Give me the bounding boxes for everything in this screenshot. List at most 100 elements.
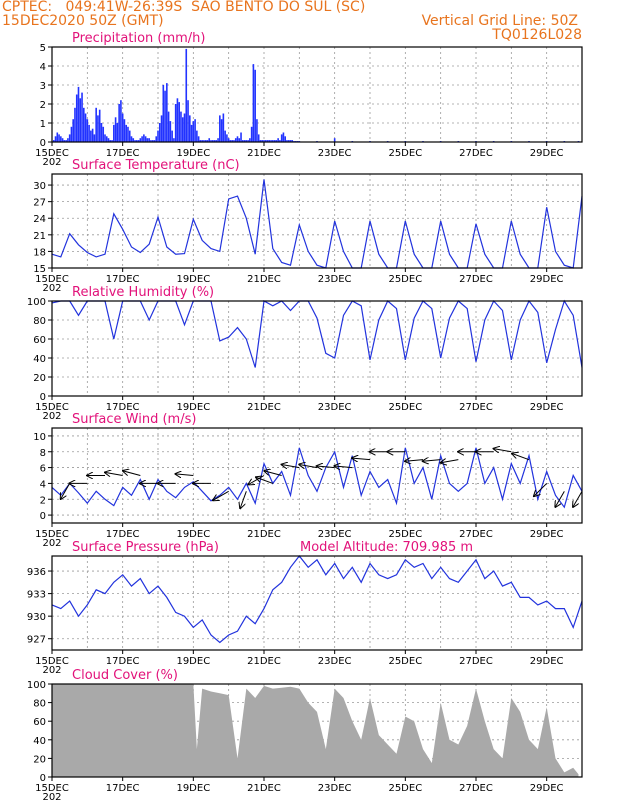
- wind-xtick-label: 17DEC: [106, 529, 140, 540]
- wind-ytick-label: 10: [33, 432, 46, 443]
- pressure-frame: [51, 555, 583, 651]
- wind-xtick-label: 29DEC: [530, 529, 564, 540]
- wind-xtick-label: 15DEC: [35, 529, 69, 540]
- precip-bar: [247, 140, 249, 142]
- wind-arrow: [534, 483, 548, 496]
- precip-bar: [213, 140, 216, 142]
- wind-arrow: [423, 460, 441, 462]
- precip-xtick-label: 19DEC: [176, 148, 210, 159]
- precip-bar: [171, 130, 173, 142]
- pressure-series-line: [51, 555, 583, 644]
- precip-bar: [180, 111, 182, 142]
- precip-bar: [174, 104, 177, 142]
- cloud-ytick-label: 80: [33, 699, 46, 710]
- precip-bar: [231, 140, 233, 142]
- precip-bar: [100, 123, 103, 142]
- precip-bar: [127, 126, 129, 142]
- precip-bar: [56, 132, 59, 142]
- wind-arrow: [256, 477, 274, 484]
- humidity-xtick-label: 25DEC: [388, 402, 422, 413]
- wind-arrow: [512, 454, 530, 461]
- precip-bar: [74, 107, 76, 142]
- precip-bar: [86, 119, 89, 142]
- precip-bar: [97, 115, 99, 142]
- temperature-xtick-label: 15DEC: [35, 274, 69, 285]
- humidity-title: Relative Humidity (%): [72, 285, 214, 300]
- precip-bar: [77, 86, 80, 142]
- precip-bar: [222, 113, 225, 142]
- wind-arrow: [123, 471, 141, 476]
- wind-arrow: [240, 491, 247, 508]
- cloud-area: [52, 684, 579, 777]
- precip-bar: [164, 90, 166, 142]
- wind-xtick-label: 23DEC: [318, 529, 352, 540]
- precip-bar: [219, 115, 221, 142]
- precip-ytick-label: 4: [40, 62, 46, 73]
- precip-bar: [270, 140, 272, 142]
- wind-ytick-label: 4: [40, 479, 46, 490]
- precip-bar: [266, 140, 269, 142]
- precip-bar: [263, 140, 265, 142]
- precip-bar: [286, 140, 288, 142]
- precip-bar: [220, 119, 223, 142]
- precip-xtick-label: 27DEC: [459, 148, 493, 159]
- precip-bar: [67, 138, 69, 142]
- humidity-xtick-label: 27DEC: [459, 402, 493, 413]
- cloud-xtick-label: 29DEC: [530, 783, 564, 794]
- precip-bar: [81, 92, 83, 142]
- humidity-series-line: [51, 299, 583, 368]
- cloud-ytick-label: 20: [33, 754, 46, 765]
- precip-bar: [249, 138, 251, 142]
- header-model-id: TQ0126L028: [492, 27, 582, 43]
- precip-bar: [102, 126, 105, 142]
- wind-ytick-label: 6: [40, 464, 46, 475]
- precip-bar: [242, 140, 244, 142]
- precip-bar: [252, 64, 255, 142]
- precip-bar: [160, 115, 163, 142]
- cloud-ytick-label: 60: [33, 717, 46, 728]
- precip-bar: [243, 140, 246, 142]
- precip-bar: [275, 140, 278, 142]
- pressure-xtick-label: 15DEC: [35, 656, 69, 667]
- precip-bar: [277, 138, 279, 142]
- precip-xtick-label: 17DEC: [106, 148, 140, 159]
- precip-bar: [259, 140, 262, 142]
- humidity-panel: Relative Humidity (%) 0 20 40 60 80 100 15DEC 17…: [27, 285, 583, 422]
- precip-bar: [63, 140, 66, 142]
- wind-xtick-label: 25DEC: [388, 529, 422, 540]
- precip-ytick-label: 5: [40, 43, 46, 54]
- humidity-xtick-label: 21DEC: [247, 402, 281, 413]
- pressure-year-stub: 202: [42, 665, 61, 676]
- precip-panel: Precipitation (mm/h) 0 1 2 3 4 5 15DEC 17DEC 19DE…: [35, 31, 583, 168]
- wind-xtick-label: 21DEC: [247, 529, 281, 540]
- precip-bar: [204, 140, 207, 142]
- precip-bar: [236, 136, 239, 142]
- precip-bar: [104, 134, 106, 142]
- precip-bar: [72, 119, 74, 142]
- precip-xtick-label: 29DEC: [530, 148, 564, 159]
- precip-bar: [146, 138, 149, 142]
- precip-bar: [123, 119, 126, 142]
- precip-bar: [189, 115, 191, 142]
- precip-bar: [245, 140, 248, 142]
- temperature-xtick-label: 27DEC: [459, 274, 493, 285]
- precip-xtick-label: 23DEC: [318, 148, 352, 159]
- cloud-xtick-label: 21DEC: [247, 783, 281, 794]
- precip-bar: [211, 140, 214, 142]
- temperature-xtick-label: 29DEC: [530, 274, 564, 285]
- precip-bar: [132, 138, 135, 142]
- pressure-xtick-label: 29DEC: [530, 656, 564, 667]
- temperature-frame: [51, 173, 583, 269]
- precip-bar: [256, 119, 258, 142]
- precip-bar: [125, 124, 127, 142]
- header-station: CPTEC: 049:41W-26:39S SAO BENTO DO SUL (…: [2, 0, 366, 15]
- precip-bar: [176, 98, 179, 142]
- wind-frame: [51, 427, 583, 524]
- temperature-panel: Surface Temperature (nC) 15 18 21 24 27 30 15DE…: [33, 158, 583, 294]
- precip-bar: [169, 121, 172, 142]
- wind-ytick-label: 2: [40, 495, 46, 506]
- precip-bar: [121, 113, 124, 142]
- precip-bar: [279, 140, 281, 142]
- humidity-ytick-label: 80: [33, 316, 46, 327]
- precip-bar: [118, 104, 120, 142]
